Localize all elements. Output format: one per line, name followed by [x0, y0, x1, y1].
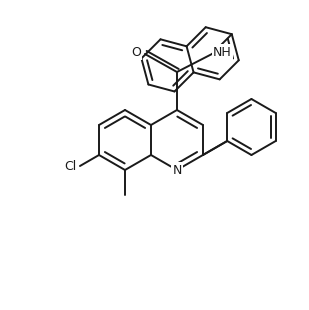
Text: Cl: Cl: [65, 160, 77, 172]
Text: O: O: [131, 46, 141, 59]
Text: N: N: [172, 163, 182, 176]
Text: NH: NH: [213, 46, 232, 59]
